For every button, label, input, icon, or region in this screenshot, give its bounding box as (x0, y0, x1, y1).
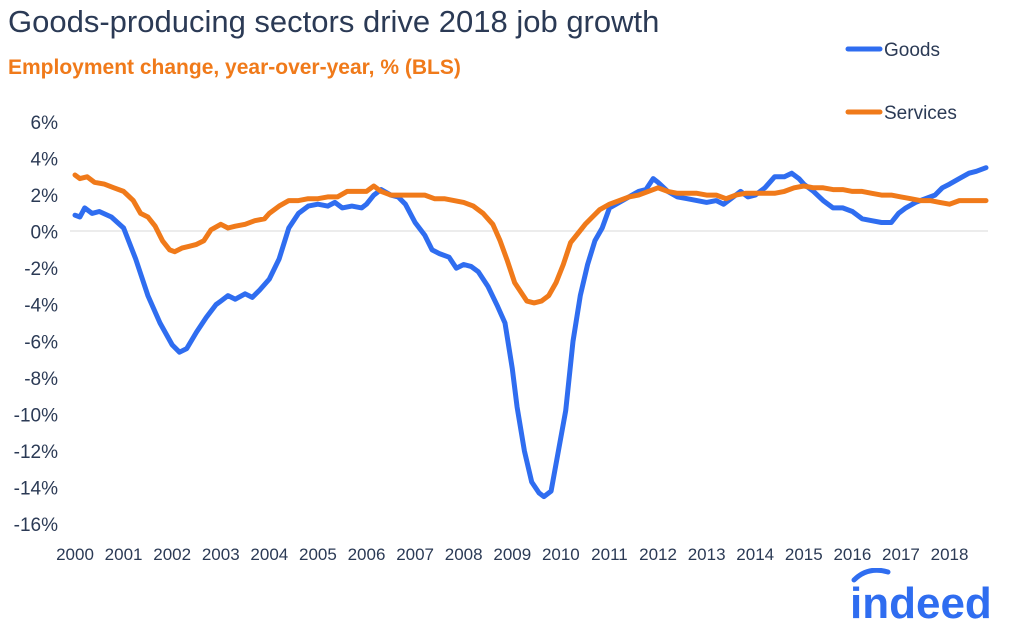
y-tick-label: -10% (14, 405, 58, 426)
x-tick-label: 2000 (56, 545, 94, 564)
x-tick-label: 2017 (882, 545, 920, 564)
y-tick-label: -14% (14, 478, 58, 499)
x-tick-label: 2002 (153, 545, 191, 564)
y-tick-label: -4% (24, 296, 58, 317)
y-axis-tick-labels: 6% 4% 2% 0% -2% -4% -6% -8% -10% -12% -14% -16% (14, 113, 58, 536)
x-axis-tick-labels: 2000 2001 2002 2003 2004 2005 2006 2007 2008 2009… (56, 545, 968, 564)
chart-title: Goods-producing sectors drive 2018 job g… (8, 4, 660, 39)
x-tick-label: 2010 (542, 545, 580, 564)
legend-label-services: Services (884, 103, 957, 124)
x-tick-label: 2006 (348, 545, 386, 564)
y-tick-label: -16% (14, 515, 58, 536)
y-tick-label: -8% (24, 369, 58, 390)
y-tick-label: 4% (31, 150, 59, 171)
series-lines (72, 165, 989, 500)
x-tick-label: 2001 (105, 545, 143, 564)
x-tick-label: 2012 (639, 545, 677, 564)
svg-text:indeed: indeed (850, 579, 992, 628)
legend-label-goods: Goods (884, 40, 940, 61)
y-tick-label: -12% (14, 442, 58, 463)
y-tick-label: 6% (31, 113, 59, 134)
x-tick-label: 2016 (833, 545, 871, 564)
x-tick-label: 2015 (785, 545, 823, 564)
indeed-logo: indeed (850, 568, 992, 628)
y-tick-label: 2% (31, 186, 59, 207)
x-tick-label: 2013 (688, 545, 726, 564)
x-tick-label: 2018 (931, 545, 969, 564)
y-tick-label: -6% (24, 332, 58, 353)
x-tick-label: 2007 (396, 545, 434, 564)
x-tick-label: 2011 (591, 545, 628, 564)
series-line-goods (72, 165, 989, 500)
x-tick-label: 2008 (445, 545, 483, 564)
x-tick-label: 2009 (493, 545, 531, 564)
x-tick-label: 2003 (202, 545, 240, 564)
chart-subtitle: Employment change, year-over-year, % (BL… (8, 56, 461, 79)
x-tick-label: 2004 (250, 545, 288, 564)
series-line-services (72, 172, 989, 306)
x-tick-label: 2014 (736, 545, 774, 564)
x-tick-label: 2005 (299, 545, 337, 564)
y-tick-label: -2% (24, 259, 58, 280)
legend: Goods Services (845, 40, 957, 124)
y-tick-label: 0% (31, 223, 59, 244)
